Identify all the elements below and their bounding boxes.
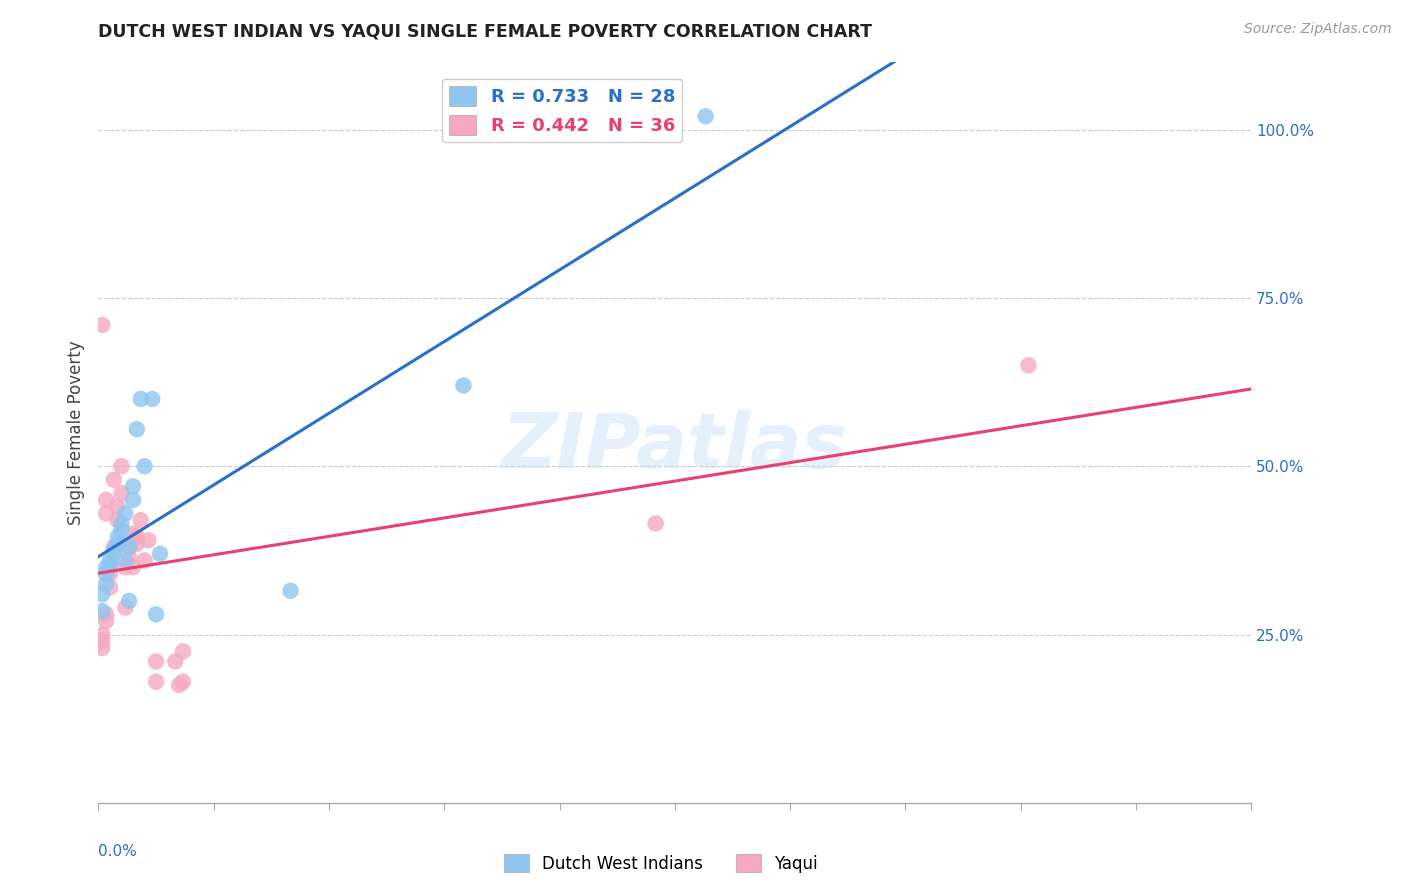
Point (94, 566, 117, 581)
Point (94, 577, 117, 591)
Text: Source: ZipAtlas.com: Source: ZipAtlas.com (1244, 22, 1392, 37)
Point (138, 533, 160, 548)
Point (122, 479, 145, 493)
Point (114, 553, 136, 567)
Y-axis label: Single Female Poverty: Single Female Poverty (66, 341, 84, 524)
Point (94, 607, 117, 622)
Point (280, 583, 302, 598)
Point (118, 540, 141, 554)
Point (125, 530, 148, 544)
Point (107, 500, 129, 514)
Point (145, 674, 167, 689)
Point (114, 507, 136, 521)
Point (94, 507, 117, 521)
Point (94, 560, 117, 574)
Point (1017, 359, 1039, 373)
Point (149, 547, 172, 561)
Point (122, 560, 145, 574)
Text: DUTCH WEST INDIAN VS YAQUI SINGLE FEMALE POVERTY CORRELATION CHART: DUTCH WEST INDIAN VS YAQUI SINGLE FEMALE… (98, 22, 872, 40)
Point (103, 473, 125, 487)
Point (110, 523, 132, 537)
Point (114, 600, 136, 615)
Legend: R = 0.733   N = 28, R = 0.442   N = 36: R = 0.733 N = 28, R = 0.442 N = 36 (441, 78, 682, 142)
Point (145, 655, 167, 669)
Point (134, 459, 156, 474)
Point (98, 553, 121, 567)
Point (91, 640, 114, 655)
Legend: Dutch West Indians, Yaqui: Dutch West Indians, Yaqui (496, 847, 825, 880)
Point (103, 540, 125, 554)
Point (91, 634, 114, 648)
Point (110, 459, 132, 474)
Point (122, 526, 145, 541)
Point (129, 392, 152, 406)
Point (172, 674, 194, 689)
Point (110, 516, 132, 531)
Point (91, 604, 114, 618)
Point (94, 614, 117, 628)
Point (98, 560, 121, 574)
Point (695, 109, 717, 123)
Point (103, 547, 125, 561)
Point (98, 557, 121, 571)
Point (114, 560, 136, 574)
Point (129, 513, 152, 527)
Point (134, 553, 156, 567)
Text: 0.0%: 0.0% (98, 844, 138, 858)
Point (107, 537, 129, 551)
Point (453, 378, 475, 392)
Point (91, 587, 114, 601)
Point (118, 594, 141, 608)
Point (103, 543, 125, 558)
Point (98, 581, 121, 595)
Point (122, 492, 145, 507)
Point (145, 607, 167, 622)
Point (118, 540, 141, 554)
Point (125, 422, 148, 436)
Point (94, 492, 117, 507)
Point (91, 627, 114, 641)
Point (644, 516, 666, 531)
Point (107, 530, 129, 544)
Point (107, 513, 129, 527)
Point (167, 678, 190, 692)
Point (141, 392, 163, 406)
Point (98, 566, 121, 581)
Point (165, 655, 187, 669)
Text: ZIPatlas: ZIPatlas (502, 410, 848, 484)
Point (110, 486, 132, 500)
Point (172, 644, 194, 658)
Point (125, 537, 148, 551)
Point (91, 318, 114, 332)
Point (118, 550, 141, 565)
